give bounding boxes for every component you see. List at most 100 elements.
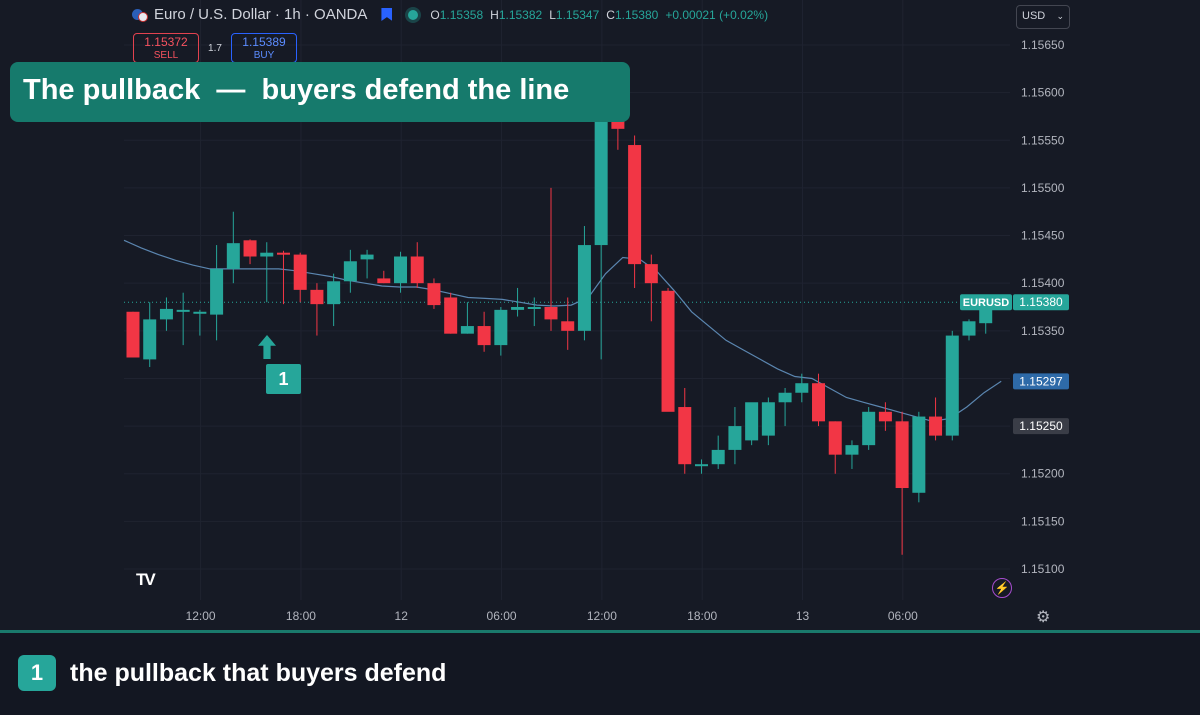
candle-body bbox=[327, 281, 341, 305]
symbol-header: Euro / U.S. Dollar · 1h · OANDA O1.15358… bbox=[132, 6, 768, 23]
candle-body bbox=[310, 289, 324, 305]
marker-number: 1 bbox=[266, 364, 301, 394]
ohlc-low-label: L bbox=[549, 7, 556, 22]
ohlc-change: +0.00021 (+0.02%) bbox=[665, 7, 769, 22]
x-tick-label: 18:00 bbox=[687, 609, 717, 623]
candle-body bbox=[862, 411, 876, 446]
sell-label: SELL bbox=[153, 50, 179, 61]
candle-body bbox=[812, 383, 826, 422]
candle-body bbox=[661, 290, 675, 412]
x-tick-label: 12:00 bbox=[186, 609, 216, 623]
x-tick-label: 06:00 bbox=[888, 609, 918, 623]
footer-badge: 1 bbox=[18, 655, 56, 691]
candle-body bbox=[795, 383, 809, 393]
candle-body bbox=[427, 283, 441, 306]
candle-body bbox=[561, 321, 575, 331]
banner-title: The pullback — buyers defend the line bbox=[10, 62, 630, 122]
candle-body bbox=[226, 243, 240, 269]
candle-body bbox=[845, 445, 859, 455]
candle-body bbox=[694, 464, 708, 467]
currency-select[interactable]: USD ⌄ bbox=[1016, 5, 1070, 29]
candle-body bbox=[477, 326, 491, 346]
x-tick-label: 12 bbox=[395, 609, 409, 623]
lightning-icon[interactable]: ⚡ bbox=[992, 578, 1012, 598]
ohlc-low: 1.15347 bbox=[555, 7, 600, 22]
price-tag-value: 1.15380 bbox=[1019, 295, 1063, 309]
candle-body bbox=[394, 256, 408, 284]
buy-price: 1.15389 bbox=[242, 35, 286, 49]
candle-body bbox=[460, 326, 474, 334]
footer-text: the pullback that buyers defend bbox=[70, 659, 447, 687]
sell-button[interactable]: 1.15372 SELL bbox=[133, 33, 199, 63]
status-dot-icon bbox=[408, 9, 419, 20]
candle-body bbox=[210, 268, 224, 315]
y-tick-label: 1.15500 bbox=[1021, 181, 1065, 195]
x-tick-label: 18:00 bbox=[286, 609, 316, 623]
footer-caption: 1 the pullback that buyers defend bbox=[0, 633, 1200, 715]
candle-body bbox=[878, 411, 892, 422]
price-tag-value: 1.15250 bbox=[1019, 419, 1063, 433]
ohlc-high-label: H bbox=[490, 7, 499, 22]
candle-body bbox=[444, 297, 458, 334]
moving-average-line bbox=[123, 239, 1002, 422]
candle-body bbox=[711, 449, 725, 465]
last-price-tag bbox=[1013, 294, 1069, 311]
footer-divider bbox=[0, 630, 1200, 633]
currency-value: USD bbox=[1022, 10, 1046, 22]
y-tick-label: 1.15600 bbox=[1021, 86, 1065, 100]
candle-body bbox=[143, 319, 157, 360]
flag-icon bbox=[132, 7, 148, 23]
candle-body bbox=[628, 145, 642, 265]
candle-body bbox=[895, 421, 909, 489]
symbol-price-tag bbox=[960, 294, 1012, 311]
candle-body bbox=[293, 254, 307, 290]
plain-price-tag bbox=[1013, 418, 1069, 435]
price-tag-value: 1.15297 bbox=[1019, 374, 1063, 388]
candle-body bbox=[276, 252, 290, 255]
candle-body bbox=[728, 426, 742, 450]
candle-body bbox=[929, 416, 943, 436]
candle-body bbox=[577, 245, 591, 331]
ohlc-open-label: O bbox=[430, 7, 440, 22]
candle-body bbox=[511, 307, 525, 310]
candle-body bbox=[594, 90, 608, 246]
x-tick-label: 06:00 bbox=[487, 609, 517, 623]
candle-body bbox=[360, 254, 374, 260]
symbol-tag-label: EURUSD bbox=[963, 297, 1010, 309]
candle-body bbox=[377, 278, 391, 284]
candle-body bbox=[644, 264, 658, 284]
spread-value: 1.7 bbox=[208, 42, 222, 54]
symbol-title[interactable]: Euro / U.S. Dollar · 1h · OANDA bbox=[154, 6, 368, 23]
candle-body bbox=[544, 307, 558, 320]
candle-body bbox=[745, 402, 759, 441]
ohlc-high: 1.15382 bbox=[498, 7, 543, 22]
y-tick-label: 1.15100 bbox=[1021, 562, 1065, 576]
candle-body bbox=[778, 392, 792, 403]
x-tick-label: 12:00 bbox=[587, 609, 617, 623]
y-tick-label: 1.15400 bbox=[1021, 276, 1065, 290]
gear-icon[interactable]: ⚙ bbox=[1036, 609, 1051, 626]
buy-label: BUY bbox=[253, 50, 275, 61]
ohlc-values: O1.15358 H1.15382 L1.15347 C1.15380 +0.0… bbox=[430, 8, 768, 22]
candle-body bbox=[912, 416, 926, 493]
candle-body bbox=[126, 311, 140, 358]
candle-body bbox=[945, 335, 959, 436]
y-tick-label: 1.15650 bbox=[1021, 38, 1065, 52]
y-tick-label: 1.15200 bbox=[1021, 467, 1065, 481]
ohlc-close-label: C bbox=[606, 7, 615, 22]
candle-body bbox=[962, 321, 976, 336]
candle-body bbox=[410, 256, 424, 284]
buy-button[interactable]: 1.15389 BUY bbox=[231, 33, 297, 63]
candle-body bbox=[193, 311, 207, 314]
candle-body bbox=[159, 308, 173, 320]
bookmark-icon[interactable] bbox=[381, 8, 393, 21]
candle-body bbox=[527, 307, 541, 309]
candle-body bbox=[243, 240, 257, 257]
trade-panel: 1.15372 SELL 1.7 1.15389 BUY bbox=[133, 33, 297, 63]
tradingview-logo[interactable]: TV bbox=[136, 570, 156, 589]
candle-body bbox=[678, 407, 692, 465]
x-tick-label: 13 bbox=[796, 609, 810, 623]
chart-area[interactable]: 1.15650 1.15600 1.15550 1.15500 1.15450 1.154… bbox=[0, 0, 1200, 632]
chevron-down-icon: ⌄ bbox=[1056, 11, 1064, 21]
y-tick-label: 1.15550 bbox=[1021, 133, 1065, 147]
